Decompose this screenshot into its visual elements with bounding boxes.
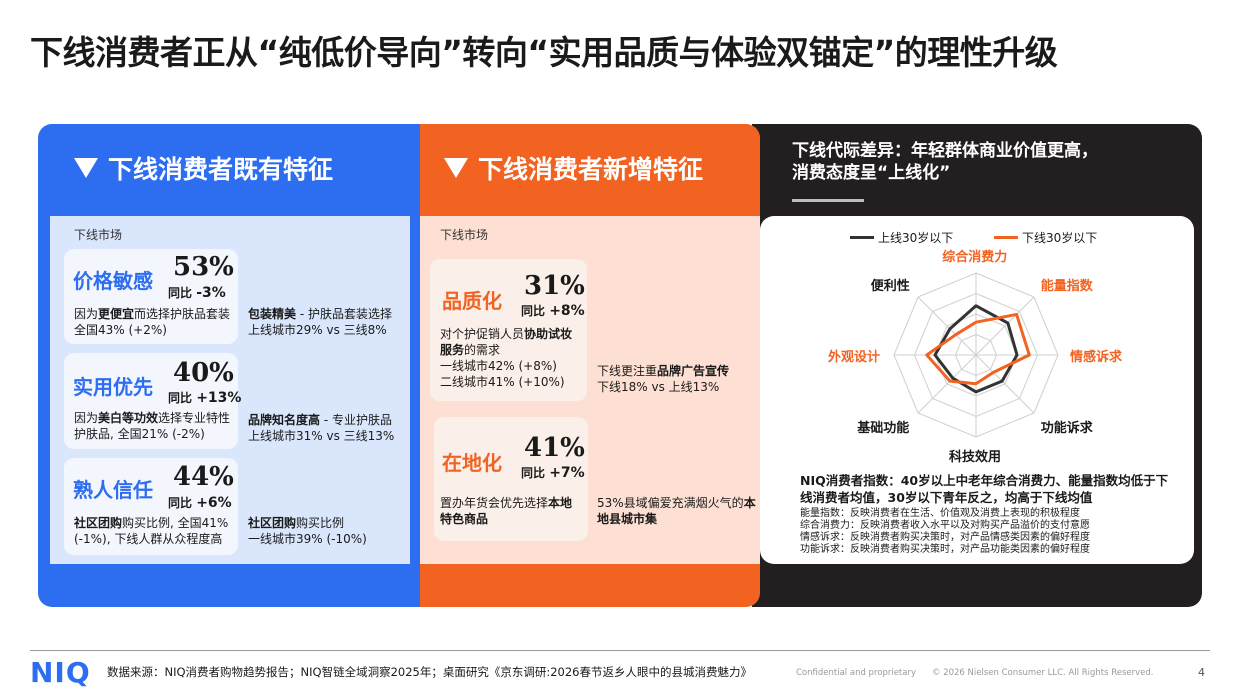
definitions: 能量指数：反映消费者在生活、价值观及消费上表现的积极程度 综合消费力：反映消费者… (800, 508, 1180, 556)
new-traits-title: 下线消费者新增特征 (478, 155, 704, 184)
trait-percent: 41% (524, 433, 585, 463)
trait-title: 在地化 (442, 451, 502, 475)
footer-divider (30, 650, 1210, 651)
radar-series-2 (925, 312, 1031, 386)
radar-axis-label: 能量指数 (1040, 279, 1093, 295)
trait-desc: 社区团购购买比例, 全国41% (-1%), 下线人群从众程度高 (74, 516, 229, 546)
trait-side-note: 社区团购购买比例 一线城市39% (-10%) (248, 516, 367, 546)
confidential-note: Confidential and proprietary (796, 668, 917, 678)
trait-side-note: 53%县域偏爱充满烟火气的本地县城市集 (597, 496, 756, 526)
legend-item: 下线30岁以下 (994, 229, 1097, 246)
trait-desc: 对个护促销人员协助试妆服务的需求 一线城市42% (+8%) 二线城市41% (+1… (440, 327, 573, 389)
radar-axis-label: 外观设计 (828, 350, 881, 365)
trait-yoy: 同比 +8% (521, 303, 585, 319)
trait-yoy: 同比 +6% (168, 495, 232, 511)
trait-card-local (434, 417, 588, 541)
legend-item: 上线30岁以下 (850, 229, 953, 246)
radar-axis-label: 科技效用 (949, 450, 1002, 465)
radar-axis-label: 功能诉求 (1040, 420, 1093, 436)
existing-traits-header: 下线消费者既有特征 (74, 150, 333, 186)
trait-side-note: 下线更注重品牌广告宣传 下线18% vs 上线13% (597, 364, 730, 394)
trait-card-trust (64, 458, 238, 555)
radar-series-1 (933, 304, 1019, 394)
trait-percent: 31% (524, 271, 585, 301)
radar-spoke (975, 354, 1035, 414)
trait-percent: 53% (173, 252, 234, 282)
trait-title: 实用优先 (73, 375, 153, 399)
market-label: 下线市场 (440, 228, 489, 242)
definition-line: 能量指数：反映消费者在生活、价值观及消费上表现的积极程度 (800, 508, 1080, 519)
definition-line: 情感诉求：反映消费者购买决策时，对产品情感类因素的偏好程度 (800, 532, 1090, 543)
radar-spoke (917, 354, 977, 414)
radar-axis-label: 基础功能 (857, 420, 910, 436)
new-traits-header: 下线消费者新增特征 (444, 150, 703, 186)
radar-axis-label: 便利性 (870, 279, 910, 295)
definition-line: 综合消费力：反映消费者收入水平以及对购买产品溢价的支付意愿 (800, 520, 1090, 531)
trait-yoy: 同比 -3% (168, 285, 226, 301)
radar-spoke (917, 296, 977, 356)
data-source: 数据来源：NIQ消费者购物趋势报告；NIQ智链全域洞察2025年；桌面研究《京东… (107, 665, 752, 679)
header-underline (792, 199, 864, 202)
generational-header-line2: 消费态度呈“上线化” (792, 163, 951, 183)
trait-title: 品质化 (442, 289, 502, 313)
market-label: 下线市场 (74, 228, 123, 242)
existing-traits-title: 下线消费者既有特征 (108, 155, 334, 184)
trait-yoy: 同比 +7% (521, 465, 585, 481)
trait-desc: 因为更便宜而选择护肤品套装 全国43% (+2%) (74, 307, 231, 337)
radar-axis-label: 情感诉求 (1070, 350, 1123, 365)
copyright: © 2026 Nielsen Consumer LLC. All Rights … (932, 668, 1154, 678)
legend-swatch (850, 236, 874, 239)
trait-title: 价格敏感 (73, 269, 153, 293)
niq-index-note: NIQ消费者指数：40岁以上中老年综合消费力、能量指数均低于下线消费者均值，30… (800, 473, 1169, 505)
generational-header: 下线代际差异：年轻群体商业价值更高， 消费态度呈“上线化” (792, 140, 1098, 184)
radar-axis-label: 综合消费力 (942, 250, 1008, 265)
trait-card-price (64, 249, 238, 344)
generational-header-line1: 下线代际差异：年轻群体商业价值更高， (792, 141, 1098, 161)
triangle-down-icon (74, 158, 98, 178)
radar-spoke (975, 296, 1035, 356)
trait-card-quality (430, 259, 587, 401)
page-number: 4 (1198, 666, 1205, 679)
trait-side-note: 品牌知名度高 - 专业护肤品 上线城市31% vs 三线13% (248, 413, 395, 443)
trait-percent: 40% (173, 358, 234, 388)
page-title: 下线消费者正从“纯低价导向”转向“实用品质与体验双锚定”的理性升级 (30, 33, 1058, 72)
trait-desc: 置办年货会优先选择本地特色商品 (440, 496, 573, 526)
trait-side-note: 包装精美 - 护肤品套装选择 上线城市29% vs 三线8% (248, 307, 392, 337)
triangle-down-icon (444, 158, 468, 178)
trait-yoy: 同比 +13% (168, 390, 242, 406)
legend-swatch (994, 236, 1018, 239)
trait-percent: 44% (173, 462, 234, 492)
trait-card-practical (64, 353, 238, 449)
trait-desc: 因为美白等功效选择专业特性护肤品, 全国21% (-2%) (74, 411, 231, 441)
definition-line: 功能诉求：反映消费者购买决策时，对产品功能类因素的偏好程度 (800, 544, 1090, 555)
trait-title: 熟人信任 (73, 478, 153, 502)
niq-logo: NIQ (30, 656, 91, 689)
legend-label: 上线30岁以下 (878, 231, 954, 245)
legend-label: 下线30岁以下 (1022, 231, 1098, 245)
